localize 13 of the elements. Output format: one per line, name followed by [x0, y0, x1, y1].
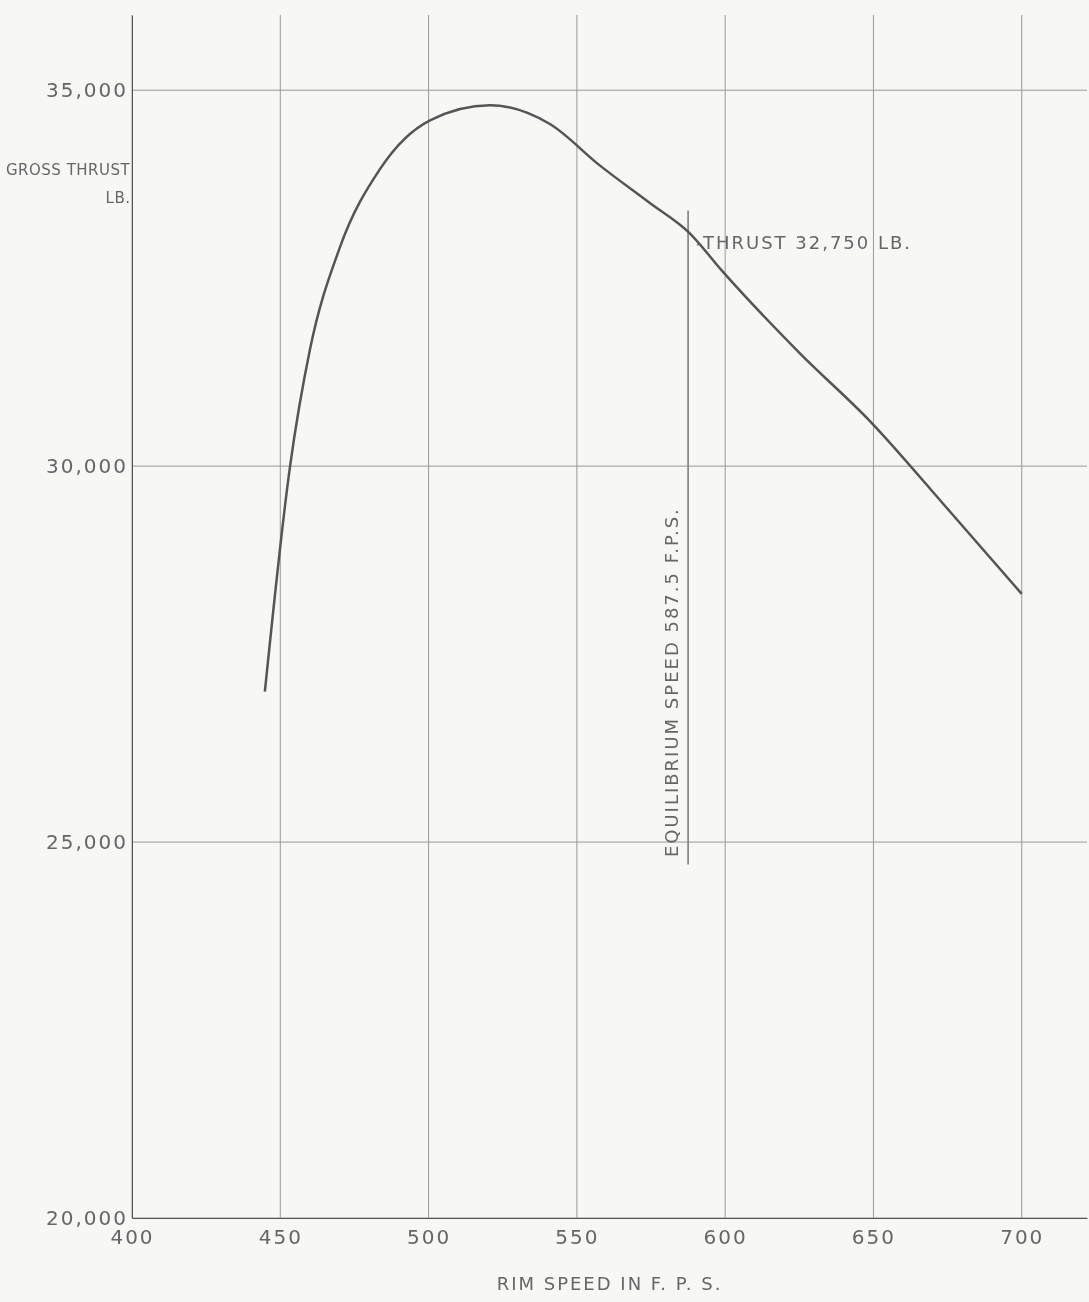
x-tick-label: 700	[1000, 1225, 1045, 1250]
x-tick-label: 650	[851, 1225, 897, 1250]
x-tick-label: 600	[703, 1225, 748, 1250]
y-axis-title: GROSS THRUST LB.	[6, 161, 131, 207]
y-tick-label: 35,000	[46, 78, 128, 103]
x-tick-label: 450	[258, 1225, 303, 1250]
x-tick-label: 500	[406, 1225, 452, 1250]
annotation: -THRUST 32,750 LB.	[696, 232, 913, 254]
x-axis-title: RIM SPEED IN F. P. S.	[496, 1273, 723, 1294]
y-tick-label: 25,000	[46, 829, 128, 854]
x-tick-label: 550	[555, 1225, 600, 1250]
ref-line-label: EQUILIBRIUM SPEED 587.5 F.P.S.	[661, 507, 683, 858]
y-tick-label: 30,000	[46, 454, 128, 479]
